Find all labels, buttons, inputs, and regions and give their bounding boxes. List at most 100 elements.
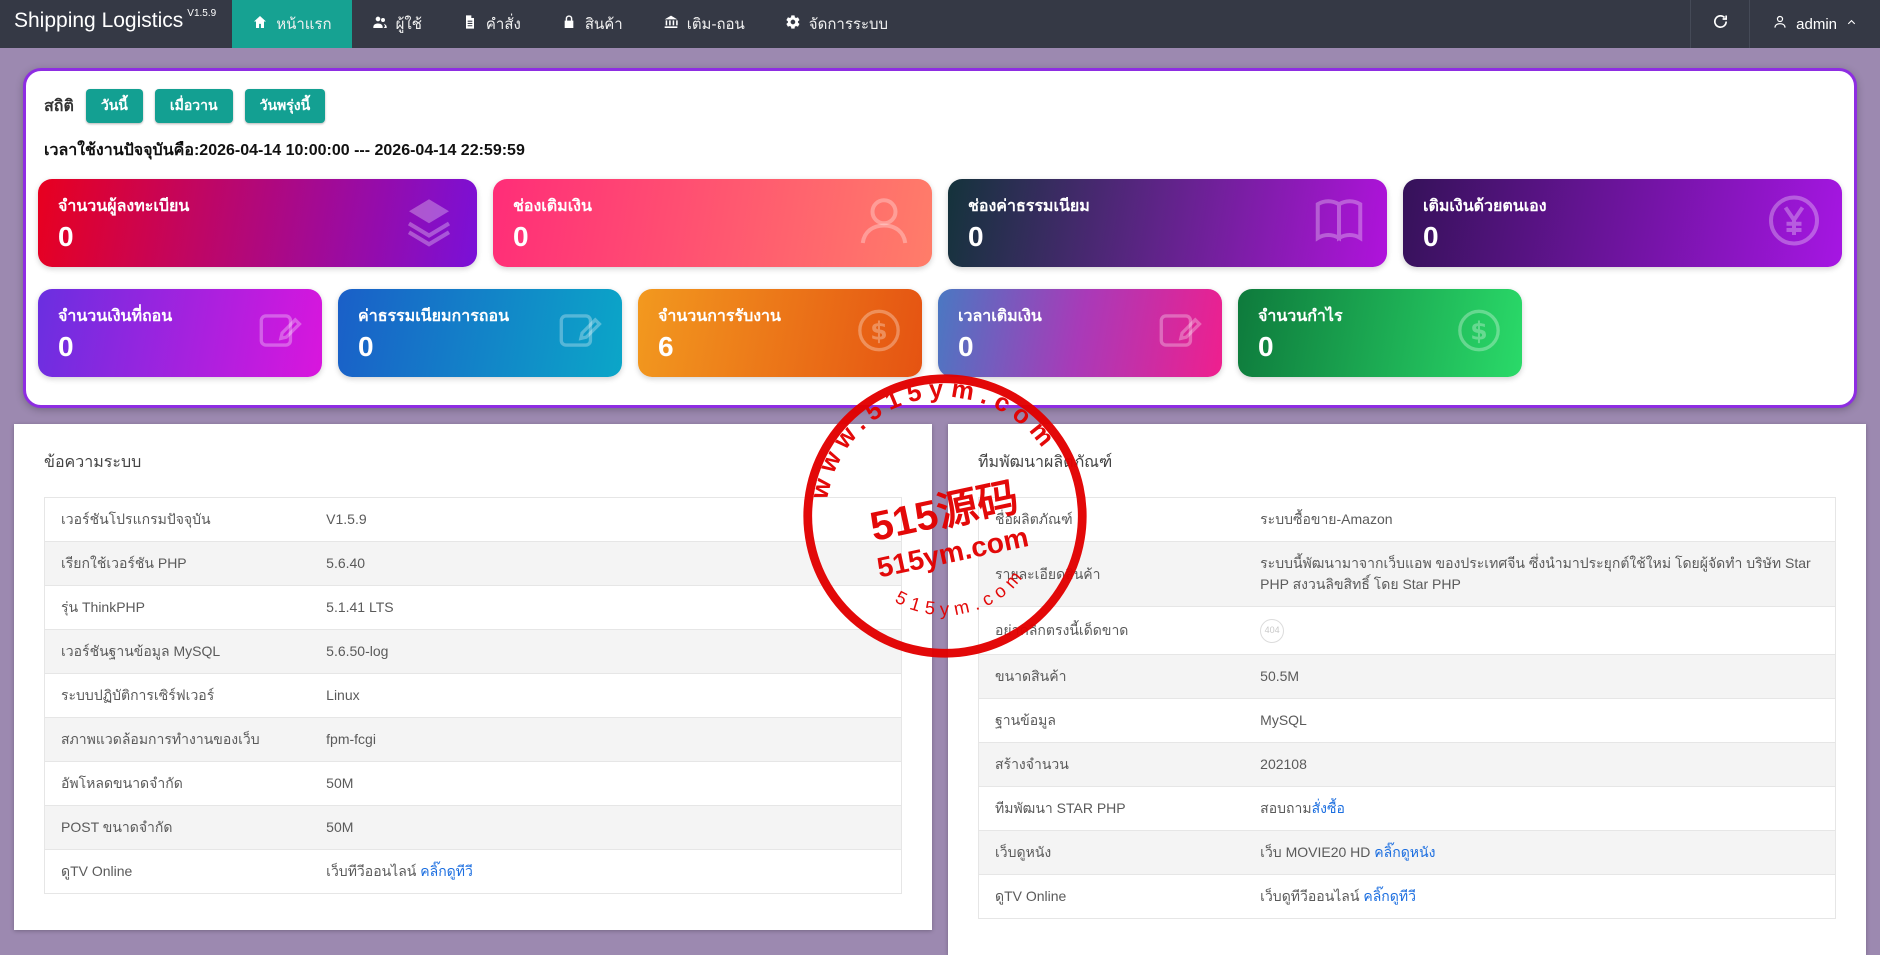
- table-row: ระบบปฏิบัติการเซิร์ฟเวอร์ Linux: [44, 673, 902, 718]
- row-link[interactable]: คลิ๊กดูทีวี: [1363, 887, 1416, 904]
- book-open-icon: [1309, 191, 1369, 256]
- user-silhouette-icon: [854, 191, 914, 256]
- stat-card-registrations: จำนวนผู้ลงทะเบียน 0: [38, 179, 477, 267]
- product-info-table: ชื่อผลิตภัณฑ์ ระบบซื้อขาย-Amazon รายละเอี…: [978, 497, 1836, 919]
- system-info-table: เวอร์ชันโปรแกรมปัจจุบัน V1.5.9 เรียกใช้เว…: [44, 497, 902, 894]
- dollar-circle-icon: $: [854, 306, 904, 361]
- stat-card-value: 0: [958, 331, 974, 362]
- stat-tab-tomorrow[interactable]: วันพรุ่งนี้: [244, 89, 326, 123]
- stat-tab-yesterday[interactable]: เมื่อวาน: [154, 89, 233, 123]
- stat-card-value: 6: [658, 331, 674, 362]
- row-value: 50M: [310, 805, 902, 850]
- stat-card-value: 0: [58, 331, 74, 362]
- app-brand: Shipping Logistics V1.5.9: [0, 0, 232, 48]
- row-link[interactable]: คลิ๊กดูหนัง: [1374, 843, 1436, 860]
- row-value: ระบบซื้อขาย-Amazon: [1244, 497, 1836, 542]
- row-value: เว็บ MOVIE20 HD คลิ๊กดูหนัง: [1244, 829, 1836, 875]
- stat-tab-today[interactable]: วันนี้: [85, 89, 143, 123]
- row-value: เว็บดูทีวีออนไลน์ คลิ๊กดูทีวี: [1244, 873, 1836, 919]
- row-label: ทีมพัฒนา STAR PHP: [978, 785, 1245, 831]
- nav-item-home[interactable]: หน้าแรก: [232, 0, 352, 48]
- table-row: เวอร์ชันฐานข้อมูล MySQL 5.6.50-log: [44, 629, 902, 674]
- user-menu[interactable]: admin: [1750, 0, 1880, 48]
- table-row: ชื่อผลิตภัณฑ์ ระบบซื้อขาย-Amazon: [978, 497, 1836, 542]
- refresh-icon: [1712, 13, 1729, 35]
- row-value: 50.5M: [1244, 653, 1836, 699]
- row-label: ดูTV Online: [44, 849, 311, 894]
- stat-card-title: เติมเงินด้วยตนเอง: [1423, 198, 1547, 215]
- stat-card-value: 0: [1258, 331, 1274, 362]
- layers-icon: [399, 191, 459, 256]
- badge-404[interactable]: 404: [1260, 618, 1285, 643]
- stat-card-profit: จำนวนกำไร 0 $: [1238, 289, 1522, 377]
- stat-card-withdraw-amount: จำนวนเงินที่ถอน 0: [38, 289, 322, 377]
- row-value: สอบถามสั่งซื้อ: [1244, 785, 1836, 831]
- row-label: รายละเอียดสินค้า: [978, 541, 1245, 607]
- lock-icon: [561, 14, 577, 34]
- nav-item-label: ผู้ใช้: [395, 16, 422, 33]
- stat-card-title: จำนวนการรับงาน: [658, 308, 781, 325]
- stats-label: สถิติ: [44, 97, 74, 115]
- stat-card-title: ช่องเติมเงิน: [513, 198, 592, 215]
- username: admin: [1796, 15, 1837, 33]
- bank-icon: [663, 14, 679, 34]
- stat-card-title: ช่องค่าธรรมเนียม: [968, 198, 1090, 215]
- app-version: V1.5.9: [187, 8, 217, 19]
- nav-item-label: สินค้า: [584, 16, 623, 33]
- row-label: อัพโหลดขนาดจำกัด: [44, 761, 311, 806]
- table-row: สภาพแวดล้อมการทำงานของเว็บ fpm-fcgi: [44, 717, 902, 762]
- row-label: สภาพแวดล้อมการทำงานของเว็บ: [44, 717, 311, 762]
- row-label: ขนาดสินค้า: [978, 653, 1245, 699]
- nav-item-deposit-withdraw[interactable]: เติม-ถอน: [643, 0, 765, 48]
- home-icon: [252, 14, 268, 34]
- row-label: รุ่น ThinkPHP: [44, 585, 311, 630]
- nav-item-label: คำสั่ง: [485, 16, 521, 33]
- row-value: V1.5.9: [310, 497, 902, 542]
- nav-item-label: เติม-ถอน: [686, 16, 745, 33]
- edit-note-icon: [254, 306, 304, 361]
- row-value: 5.6.40: [310, 541, 902, 586]
- nav-item-users[interactable]: ผู้ใช้: [352, 0, 442, 48]
- row-label: ระบบปฏิบัติการเซิร์ฟเวอร์: [44, 673, 311, 718]
- stat-card-manual-deposit: เติมเงินด้วยตนเอง 0: [1403, 179, 1842, 267]
- svg-text:$: $: [870, 316, 887, 345]
- stat-card-value: 0: [58, 221, 74, 252]
- system-panel-title: ข้อความระบบ: [44, 454, 142, 471]
- yen-circle-icon: [1764, 191, 1824, 256]
- product-panel: ทีมพัฒนาผลิตภัณฑ์ ชื่อผลิตภัณฑ์ ระบบซื้อข…: [948, 424, 1866, 955]
- stat-card-value: 0: [968, 221, 984, 252]
- table-row: รุ่น ThinkPHP 5.1.41 LTS: [44, 585, 902, 630]
- users-icon: [372, 14, 388, 34]
- person-icon: [1772, 14, 1788, 34]
- table-row: ขนาดสินค้า 50.5M: [978, 653, 1836, 699]
- row-label: ชื่อผลิตภัณฑ์: [978, 497, 1245, 542]
- row-link[interactable]: คลิ๊กดูทีวี: [420, 863, 473, 879]
- table-row: POST ขนาดจำกัด 50M: [44, 805, 902, 850]
- table-row: เว็บดูหนัง เว็บ MOVIE20 HD คลิ๊กดูหนัง: [978, 829, 1836, 875]
- dollar-circle-icon: $: [1454, 306, 1504, 361]
- row-label: สร้างจำนวน: [978, 741, 1245, 787]
- system-panel: ข้อความระบบ เวอร์ชันโปรแกรมปัจจุบัน V1.5.…: [14, 424, 932, 930]
- row-label: เรียกใช้เวอร์ชัน PHP: [44, 541, 311, 586]
- row-value: ระบบนี้พัฒนามาจากเว็บแอพ ของประเทศจีน ซึ…: [1244, 541, 1836, 607]
- refresh-button[interactable]: [1690, 0, 1751, 48]
- row-label: POST ขนาดจำกัด: [44, 805, 311, 850]
- chevron-up-icon: [1845, 16, 1858, 33]
- row-value: เว็บทีวีออนไลน์ คลิ๊กดูทีวี: [310, 849, 902, 894]
- file-icon: [462, 14, 478, 34]
- row-link[interactable]: สั่งซื้อ: [1311, 799, 1345, 816]
- edit-note-icon: [554, 306, 604, 361]
- nav-item-system[interactable]: จัดการระบบ: [765, 0, 908, 48]
- svg-text:$: $: [1470, 316, 1487, 345]
- product-panel-title: ทีมพัฒนาผลิตภัณฑ์: [978, 454, 1113, 471]
- stat-card-deposit-time: เวลาเติมเงิน 0: [938, 289, 1222, 377]
- nav-item-products[interactable]: สินค้า: [541, 0, 643, 48]
- nav-item-orders[interactable]: คำสั่ง: [442, 0, 541, 48]
- nav-item-label: จัดการระบบ: [808, 16, 889, 33]
- row-value: MySQL: [1244, 697, 1836, 743]
- row-value: 5.1.41 LTS: [310, 585, 902, 630]
- table-row: อัพโหลดขนาดจำกัด 50M: [44, 761, 902, 806]
- stat-card-title: จำนวนกำไร: [1258, 308, 1343, 325]
- table-row: ดูTV Online เว็บทีวีออนไลน์ คลิ๊กดูทีวี: [44, 849, 902, 894]
- row-value: 5.6.50-log: [310, 629, 902, 674]
